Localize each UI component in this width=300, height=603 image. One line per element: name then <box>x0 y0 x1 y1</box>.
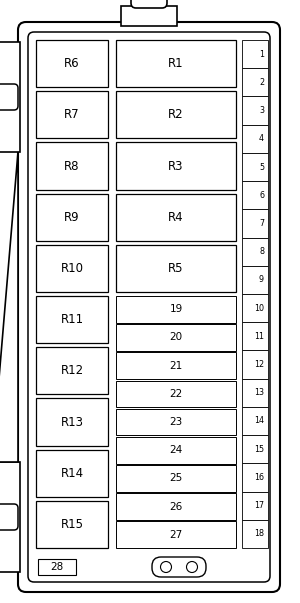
Bar <box>116 245 236 292</box>
Bar <box>242 153 268 181</box>
Bar <box>36 194 108 241</box>
Bar <box>242 379 268 407</box>
Text: 11: 11 <box>254 332 264 341</box>
Polygon shape <box>0 152 18 462</box>
Bar <box>0 462 20 572</box>
Bar <box>36 91 108 139</box>
Text: 14: 14 <box>254 417 264 426</box>
Bar <box>242 491 268 520</box>
Text: 19: 19 <box>169 305 183 314</box>
Bar <box>242 350 268 379</box>
Text: 9: 9 <box>259 276 264 285</box>
Text: 25: 25 <box>169 473 183 484</box>
Bar <box>121 6 177 26</box>
Text: 1: 1 <box>259 49 264 58</box>
Text: R2: R2 <box>168 109 184 121</box>
FancyBboxPatch shape <box>18 22 280 592</box>
FancyBboxPatch shape <box>28 32 270 582</box>
Text: R6: R6 <box>64 57 80 70</box>
Text: 6: 6 <box>259 191 264 200</box>
Text: 15: 15 <box>254 445 264 453</box>
Bar <box>242 435 268 463</box>
Text: 10: 10 <box>254 304 264 312</box>
Bar <box>116 40 236 87</box>
Text: R7: R7 <box>64 109 80 121</box>
Bar <box>116 324 236 351</box>
Text: 2: 2 <box>259 78 264 87</box>
Bar <box>242 181 268 209</box>
Bar <box>116 437 236 464</box>
Text: 21: 21 <box>169 361 183 371</box>
Text: R4: R4 <box>168 210 184 224</box>
Text: 12: 12 <box>254 360 264 369</box>
Text: 24: 24 <box>169 445 183 455</box>
FancyBboxPatch shape <box>0 504 18 530</box>
Text: 27: 27 <box>169 529 183 540</box>
Bar <box>116 522 236 548</box>
Text: 22: 22 <box>169 389 183 399</box>
Bar <box>242 238 268 266</box>
Text: 23: 23 <box>169 417 183 427</box>
Bar <box>116 352 236 379</box>
Text: 4: 4 <box>259 134 264 144</box>
FancyBboxPatch shape <box>152 557 206 577</box>
Text: 17: 17 <box>254 501 264 510</box>
Bar <box>36 399 108 446</box>
Bar <box>242 68 268 96</box>
Bar <box>36 40 108 87</box>
Text: R12: R12 <box>60 364 84 377</box>
Bar <box>36 142 108 189</box>
Text: R11: R11 <box>60 313 84 326</box>
Bar <box>36 347 108 394</box>
Text: R9: R9 <box>64 210 80 224</box>
Text: R8: R8 <box>64 160 80 172</box>
Bar <box>242 40 268 68</box>
Bar <box>242 520 268 548</box>
Bar <box>0 42 20 152</box>
Circle shape <box>187 561 197 572</box>
Bar <box>116 465 236 491</box>
Bar <box>116 493 236 520</box>
Bar <box>242 294 268 322</box>
Text: R1: R1 <box>168 57 184 70</box>
Text: 3: 3 <box>259 106 264 115</box>
Text: 20: 20 <box>169 332 183 343</box>
Text: R5: R5 <box>168 262 184 275</box>
Text: R10: R10 <box>61 262 83 275</box>
Bar <box>242 125 268 153</box>
Bar <box>116 409 236 435</box>
Text: 8: 8 <box>259 247 264 256</box>
Text: 28: 28 <box>50 562 64 572</box>
Text: R13: R13 <box>61 415 83 429</box>
Bar <box>242 407 268 435</box>
Text: 7: 7 <box>259 219 264 228</box>
Bar <box>116 380 236 407</box>
FancyBboxPatch shape <box>0 84 18 110</box>
Bar <box>116 296 236 323</box>
Bar <box>36 501 108 548</box>
Text: R3: R3 <box>168 160 184 172</box>
Circle shape <box>160 561 172 572</box>
Text: R14: R14 <box>60 467 84 480</box>
Text: R15: R15 <box>61 518 83 531</box>
Text: 26: 26 <box>169 502 183 511</box>
FancyBboxPatch shape <box>131 0 167 8</box>
Bar <box>242 96 268 125</box>
Bar <box>116 194 236 241</box>
Bar <box>116 91 236 139</box>
Text: 5: 5 <box>259 162 264 171</box>
Text: 16: 16 <box>254 473 264 482</box>
Bar <box>242 266 268 294</box>
Text: 13: 13 <box>254 388 264 397</box>
Bar <box>242 209 268 238</box>
Bar <box>242 463 268 491</box>
Bar <box>116 142 236 189</box>
Bar <box>36 296 108 343</box>
Bar <box>36 245 108 292</box>
Bar <box>36 450 108 497</box>
Bar <box>242 322 268 350</box>
Bar <box>38 559 76 575</box>
Text: 18: 18 <box>254 529 264 538</box>
